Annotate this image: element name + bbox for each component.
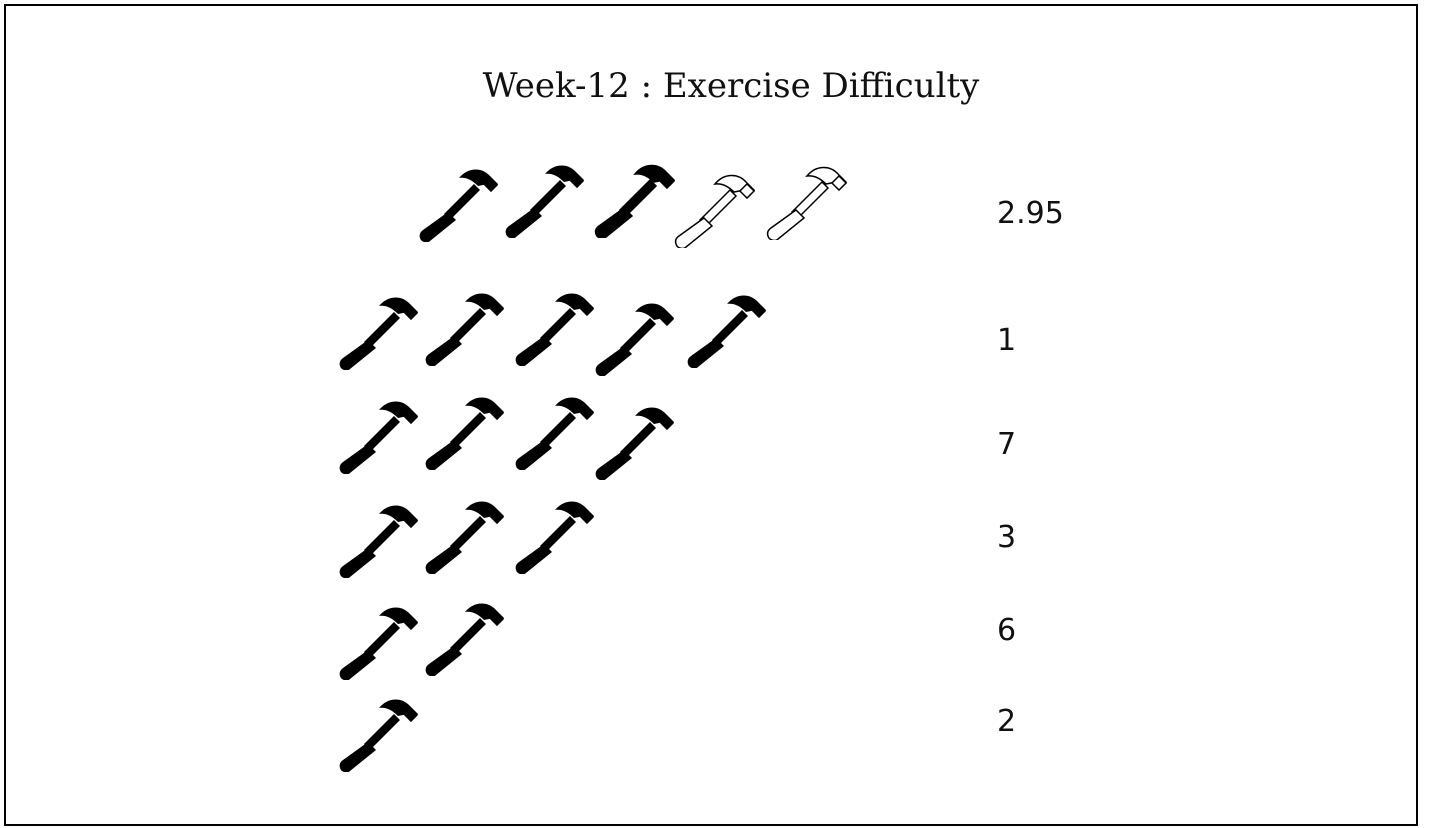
- hammer-icon: [592, 158, 678, 240]
- hammer-icon: [336, 394, 422, 475]
- hammer-icon: [684, 288, 770, 369]
- row-value-label: 6: [997, 613, 1017, 648]
- hammer-icon: [592, 296, 678, 377]
- hammer-icon: [422, 494, 508, 575]
- hammer-icon: [416, 162, 502, 243]
- hammer-icon: [592, 400, 678, 481]
- hammer-icon: [512, 494, 598, 575]
- hammer-icon: [336, 290, 422, 371]
- hammer-icon: [764, 160, 850, 242]
- chart-frame: [4, 4, 1418, 826]
- hammer-icon: [422, 286, 508, 367]
- hammer-icon: [336, 498, 422, 579]
- hammer-icon: [422, 390, 508, 471]
- row-value-label: 1: [997, 323, 1017, 358]
- row-value-label: 2: [997, 704, 1017, 739]
- hammer-icon: [512, 390, 598, 471]
- hammer-icon: [502, 158, 588, 239]
- hammer-icon: [422, 596, 508, 677]
- hammer-icon: [336, 600, 422, 681]
- row-value-label: 2.95: [997, 196, 1064, 231]
- hammer-icon: [672, 168, 758, 250]
- hammer-icon: [512, 286, 598, 367]
- row-value-label: 3: [997, 520, 1017, 555]
- row-value-label: 7: [997, 427, 1017, 462]
- hammer-icon: [336, 692, 422, 773]
- chart-title: Week-12 : Exercise Difficulty: [482, 66, 980, 106]
